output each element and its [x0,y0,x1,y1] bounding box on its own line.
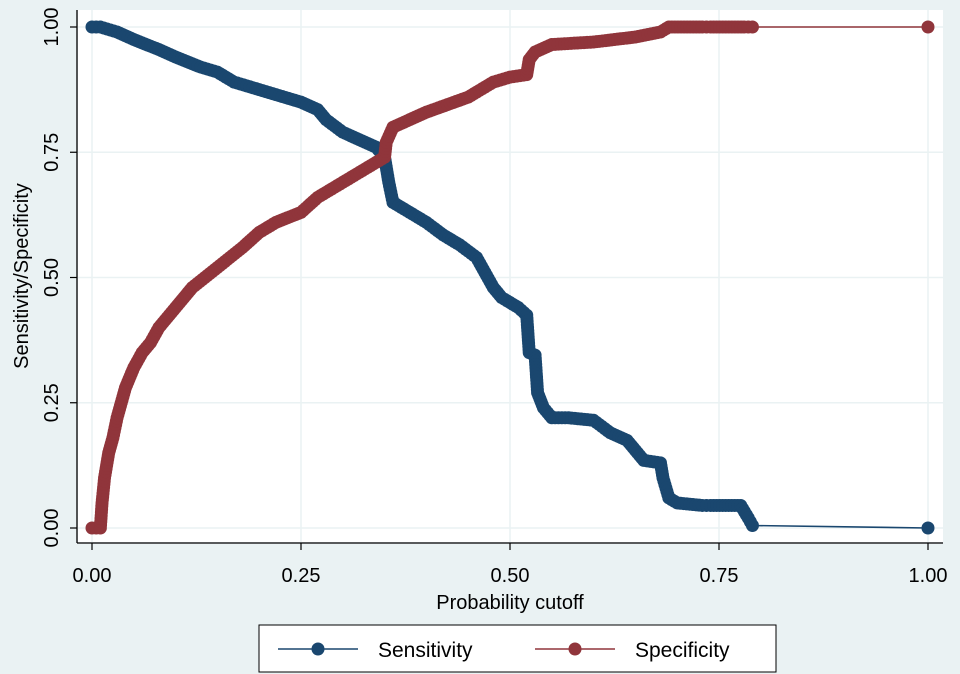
axis-ticks: 0.00 0.25 0.50 0.75 1.00 0.00 0.25 0.50 0.75 1.00 [41,8,947,587]
y-tick-label: 0.25 [41,383,63,422]
sensitivity-point [745,518,759,532]
y-axis-label: Sensitivity/Specificity [11,183,33,369]
legend-marker-sensitivity [311,642,325,656]
specificity-point [745,20,759,34]
legend-marker-specificity [568,642,582,656]
legend-label-sensitivity: Sensitivity [378,639,473,662]
x-tick-label: 0.00 [73,565,112,587]
x-tick-label: 0.25 [282,565,321,587]
specificity-point [921,20,935,34]
y-tick-label: 0.75 [41,133,63,172]
legend-label-specificity: Specificity [635,639,730,662]
x-tick-label: 0.75 [700,565,739,587]
y-tick-label: 1.00 [41,8,63,47]
series-group [85,20,935,535]
x-axis-label: Probability cutoff [436,592,584,614]
sensitivity-point [921,521,935,535]
y-tick-label: 0.00 [41,509,63,548]
legend: Sensitivity Specificity [258,624,777,673]
x-tick-label: 0.50 [491,565,530,587]
x-tick-label: 1.00 [909,565,948,587]
y-tick-label: 0.50 [41,258,63,297]
